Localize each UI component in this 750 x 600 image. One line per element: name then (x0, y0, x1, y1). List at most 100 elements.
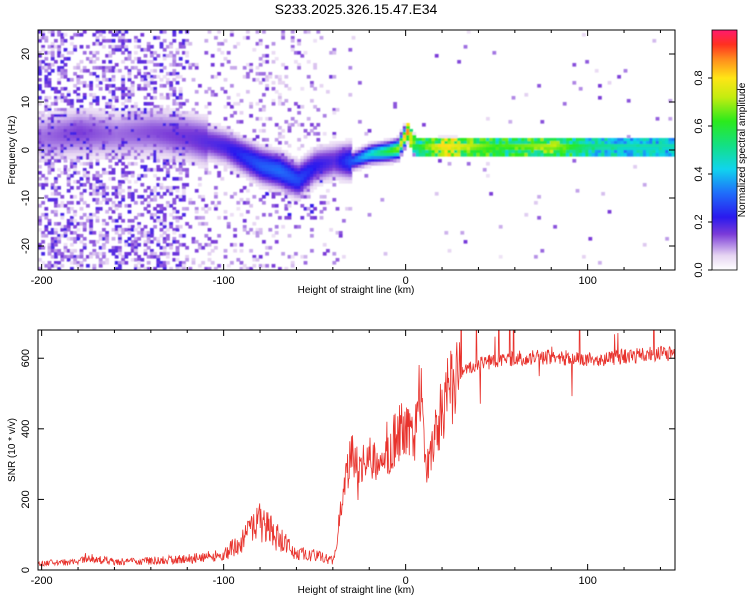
spectrogram-cell (246, 72, 250, 76)
spectrogram-cell (402, 138, 407, 142)
spectrogram-cell (271, 189, 276, 193)
spectrogram-cell (143, 267, 148, 270)
spectrogram-cell (268, 150, 273, 154)
spectrogram-cell (290, 264, 295, 268)
spectrogram-cell (159, 129, 164, 133)
spectrogram-cell (156, 156, 161, 160)
spectrogram-cell (434, 153, 439, 157)
spectrogram-cell (482, 168, 487, 172)
spectrogram-cell (310, 180, 314, 184)
spectrogram-cell (137, 135, 141, 139)
spectrogram-cell (412, 147, 417, 151)
spectrogram-cell (262, 105, 266, 109)
spectrogram-cell (316, 165, 321, 169)
spectrogram-cell (178, 114, 183, 118)
spectrogram-cell (146, 126, 151, 130)
spectrogram-cell (313, 177, 317, 181)
spectrogram-cell (447, 153, 452, 157)
spectrogram-cell (262, 183, 266, 187)
spectrogram-cell (406, 123, 410, 127)
spectrogram-cell (374, 144, 378, 148)
spectrogram-cell (130, 132, 135, 136)
spectrogram-cell (281, 192, 285, 196)
spectrogram-cell (143, 135, 148, 139)
spectrogram-cell (386, 138, 391, 142)
spectrogram-cell (418, 147, 423, 151)
spectrogram-cell (66, 150, 71, 154)
spectrogram-cell (207, 141, 212, 145)
spectrogram-cell (70, 144, 74, 148)
spectrogram-cell (511, 147, 516, 151)
spectrogram-cell (278, 159, 282, 163)
spectrogram-cell (82, 138, 87, 142)
spectrogram-cell (204, 144, 209, 148)
spectrogram-cell (86, 138, 90, 142)
spectrogram-cell (284, 207, 289, 211)
spectrogram-cell (89, 144, 93, 148)
spectrogram-cell (150, 87, 154, 91)
spectrogram-cell (153, 36, 157, 40)
spectrogram-cell (63, 111, 68, 115)
spectrogram-cell (268, 147, 273, 151)
spectrogram-cell (153, 189, 157, 193)
spectrogram-cell (188, 117, 193, 121)
spectrogram-cell (134, 153, 138, 157)
spectrogram-cell (207, 207, 212, 211)
spectrogram-cell (345, 162, 349, 166)
spectrogram-cell (278, 162, 282, 166)
spectrogram-cell (290, 39, 295, 43)
spectrogram-cell (319, 156, 324, 160)
spectrogram-cell (166, 135, 170, 139)
spectrogram-cell (70, 126, 74, 130)
spectrogram-cell (162, 132, 167, 136)
spectrogram-cell (54, 264, 58, 268)
spectrogram-cell (169, 114, 173, 118)
spectrogram-cell (626, 135, 631, 139)
spectrogram-cell (86, 216, 90, 220)
spectrogram-cell (486, 153, 490, 157)
spectrogram-cell (86, 150, 90, 154)
spectrogram-cell (159, 96, 164, 100)
spectrogram-cell (79, 249, 84, 253)
spectrogram-cell (482, 141, 487, 145)
spectrogram-cell (73, 48, 77, 52)
spectrogram-cell (271, 180, 276, 184)
spectrogram-cell (162, 54, 167, 58)
spectrogram-cell (57, 117, 61, 121)
spectrogram-cell (60, 108, 65, 112)
spectrogram-cell (89, 123, 93, 127)
spectrogram-cell (47, 153, 52, 157)
spectrogram-cell (175, 177, 180, 181)
spectrogram-cell (57, 114, 61, 118)
spectrogram-cell (655, 150, 660, 154)
spectrogram-cell (201, 117, 205, 121)
spectrogram-cell (156, 108, 161, 112)
spectrogram-cell (114, 108, 119, 112)
spectrogram-cell (76, 261, 81, 265)
spectrogram-cell (134, 126, 138, 130)
spectrogram-cell (159, 150, 164, 154)
spectrogram-cell (297, 174, 301, 178)
spectrogram-cell (370, 159, 375, 163)
spectrogram-cell (498, 147, 503, 151)
spectrogram-cell (73, 144, 77, 148)
spectrogram-cell (166, 144, 170, 148)
spectrogram-cell (665, 150, 669, 154)
spectrogram-cell (63, 204, 68, 208)
spectrogram-cell (626, 144, 631, 148)
spectrogram-cell (335, 108, 340, 112)
spectrogram-cell (95, 123, 100, 127)
spectrogram-cell (153, 105, 157, 109)
spectrogram-cell (377, 156, 381, 160)
spectrogram-cell (287, 171, 292, 175)
spectrogram-cell (486, 174, 490, 178)
spectrogram-cell (322, 252, 327, 256)
spectrogram-cell (201, 195, 205, 199)
spectrogram-cell (191, 147, 196, 151)
spectrogram-cell (70, 114, 74, 118)
spectrogram-cell (156, 165, 161, 169)
spectrogram-cell (108, 30, 113, 34)
spectrogram-cell (169, 123, 173, 127)
spectrogram-cell (70, 159, 74, 163)
spectrogram-cell (438, 150, 442, 154)
